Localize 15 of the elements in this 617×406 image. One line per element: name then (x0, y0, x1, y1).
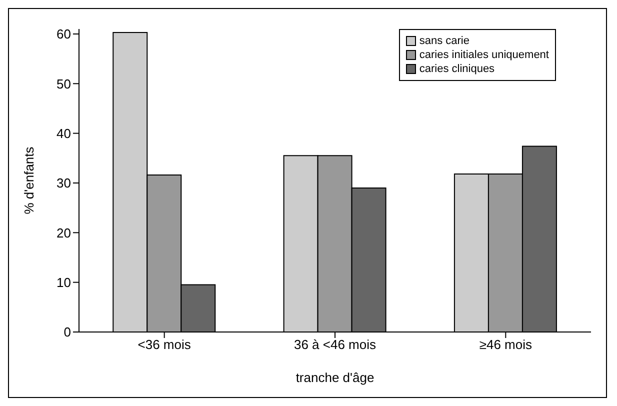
x-tick-label: ≥46 mois (479, 337, 532, 352)
legend-label: caries cliniques (419, 63, 495, 75)
legend-label: caries initiales uniquement (419, 49, 549, 61)
y-tick-label: 10 (56, 274, 71, 290)
x-tick-label: <36 mois (138, 337, 192, 352)
legend-label: sans carie (419, 35, 470, 47)
y-tick-label: 60 (56, 26, 71, 42)
y-tick-label: 50 (56, 76, 71, 92)
y-tick-label: 40 (56, 126, 71, 141)
y-tick-label: 0 (64, 324, 71, 340)
y-tick-label: 20 (56, 225, 71, 240)
y-tick-label: 30 (56, 176, 71, 191)
x-axis-title: tranche d'âge (296, 370, 374, 385)
x-tick-label: 36 à <46 mois (294, 337, 377, 352)
y-axis-title: % d'enfants (22, 146, 37, 214)
